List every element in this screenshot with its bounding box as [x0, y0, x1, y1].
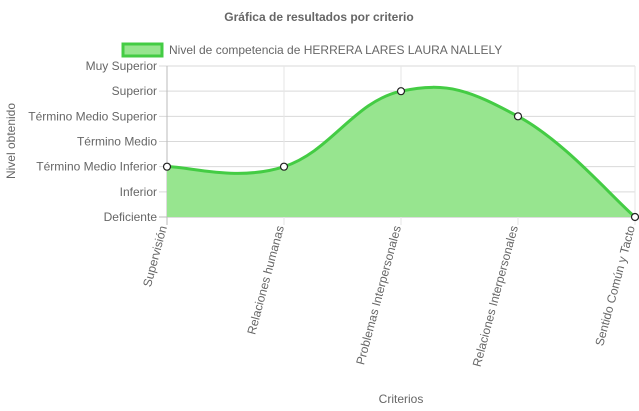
- x-tick-label: Relaciones Interpersonales: [470, 224, 521, 368]
- y-tick-label: Muy Superior: [86, 59, 157, 73]
- data-point: [396, 87, 406, 96]
- data-point: [162, 162, 172, 171]
- x-tick-label: Supervisión: [140, 224, 170, 288]
- y-tick-label: Deficiente: [104, 210, 158, 224]
- y-tick-label: Término Medio Inferior: [36, 160, 157, 174]
- x-axis-ticks: Supervisión Relaciones humanas Problemas I…: [140, 224, 638, 368]
- y-axis-title: Nivel obtenido: [4, 103, 18, 179]
- legend[interactable]: Nivel de competencia de HERRERA LARES LA…: [121, 42, 502, 58]
- y-tick-label: Término Medio Superior: [28, 109, 157, 123]
- y-tick-label: Término Medio: [77, 135, 157, 149]
- x-tick-label: Sentido Común y Tacto: [592, 224, 638, 348]
- x-tick-label: Relaciones humanas: [244, 224, 287, 336]
- x-tick-label: Problemas Interpersonales: [353, 224, 404, 366]
- y-tick-label: Superior: [112, 84, 157, 98]
- x-axis-title: Criterios: [379, 392, 424, 406]
- chart-title: Gráfica de resultados por criterio: [224, 10, 413, 24]
- data-point: [630, 212, 639, 222]
- legend-swatch: [121, 42, 164, 58]
- legend-label: Nivel de competencia de HERRERA LARES LA…: [169, 43, 502, 57]
- y-tick-label: Inferior: [120, 185, 157, 199]
- data-point: [279, 162, 289, 171]
- series-area: [167, 87, 635, 217]
- data-points: [162, 87, 639, 222]
- data-point: [513, 112, 523, 121]
- y-axis-ticks: Deficiente Inferior Término Medio Inferior…: [28, 59, 157, 224]
